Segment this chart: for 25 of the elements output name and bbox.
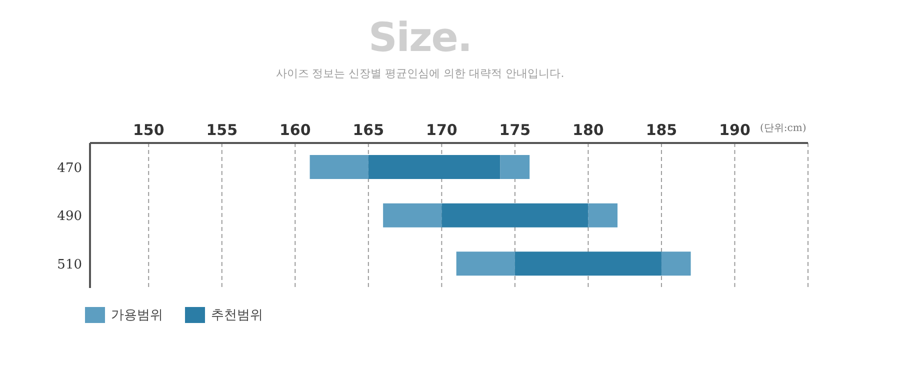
x-tick-label: 165 xyxy=(352,121,384,139)
bar xyxy=(456,252,515,276)
x-tick-label: 170 xyxy=(426,121,458,139)
bar xyxy=(514,252,662,276)
x-tick-label: 175 xyxy=(499,121,531,139)
x-tick-label: 150 xyxy=(132,121,164,139)
y-tick-label: 490 xyxy=(57,209,82,224)
bar xyxy=(500,155,530,179)
x-tick-label: 155 xyxy=(206,121,238,139)
legend-label: 가용범위 xyxy=(111,307,163,324)
x-tick-label: 185 xyxy=(646,121,678,139)
legend-label: 추천범위 xyxy=(211,307,263,324)
bar xyxy=(368,155,500,179)
chart-subtitle: 사이즈 정보는 신장별 평균인심에 의한 대략적 안내입니다. xyxy=(274,66,566,81)
bar xyxy=(588,203,618,228)
y-tick-label: 510 xyxy=(57,257,82,272)
bar xyxy=(310,155,368,179)
x-tick-label: 190 xyxy=(719,121,750,139)
x-tick-label: 160 xyxy=(279,121,311,139)
x-tick-label: 180 xyxy=(572,121,604,139)
bar xyxy=(442,203,588,228)
y-tick-label: 470 xyxy=(57,160,82,176)
bar xyxy=(661,252,691,276)
x-axis-title: (단위:cm) xyxy=(760,122,806,135)
bar xyxy=(383,203,442,228)
